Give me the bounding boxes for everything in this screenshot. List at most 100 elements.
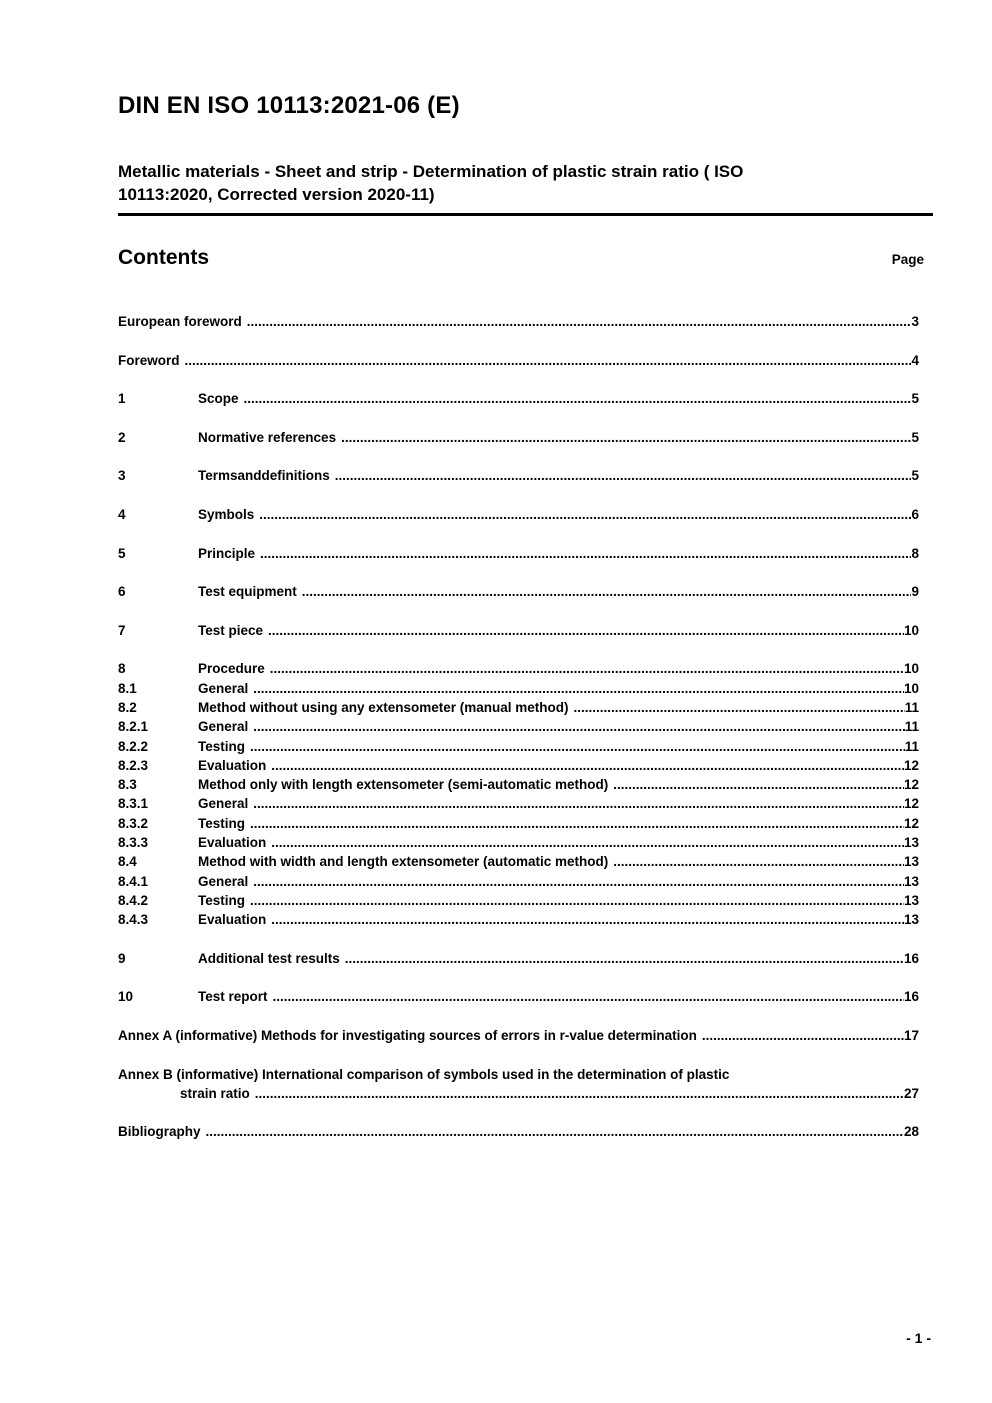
toc-entry-page: 5 bbox=[911, 391, 919, 407]
toc-entry-title: Bibliography bbox=[118, 1124, 201, 1140]
toc-entry: 10 Test report 16 bbox=[118, 987, 919, 1006]
toc-entry-title: Test piece bbox=[198, 622, 264, 638]
toc-entry: 8.3.3 Evaluation 13 bbox=[118, 833, 919, 852]
toc-entry: European foreword 3 bbox=[118, 312, 919, 331]
toc-entry: 4 Symbols 6 bbox=[118, 505, 919, 524]
toc-leader-dots bbox=[250, 814, 904, 833]
toc-entry-number: 8.3.2 bbox=[118, 815, 149, 831]
toc-leader-dots bbox=[268, 621, 904, 640]
toc-entry-number: 8.2.3 bbox=[118, 757, 149, 773]
toc-entry: Bibliography 28 bbox=[118, 1122, 919, 1141]
toc-entry: strain ratio 27 bbox=[118, 1084, 919, 1103]
toc-entry: Annex B (informative) International comp… bbox=[118, 1065, 919, 1084]
toc-entry-number: 4 bbox=[118, 506, 126, 522]
toc-entry-page: 12 bbox=[903, 796, 919, 812]
toc-entry: Annex A (informative) Methods for invest… bbox=[118, 1026, 919, 1045]
toc-entry-title: General bbox=[198, 719, 249, 735]
toc-leader-dots bbox=[574, 698, 905, 717]
contents-header-row: Contents Page bbox=[118, 246, 933, 270]
document-subtitle: Metallic materials - Sheet and strip - D… bbox=[118, 160, 933, 216]
toc-group: Annex A (informative) Methods for invest… bbox=[118, 1026, 919, 1045]
toc-leader-dots bbox=[253, 679, 904, 698]
toc-leader-dots bbox=[247, 312, 912, 331]
toc-entry: 8.1 General 10 bbox=[118, 679, 919, 698]
toc-entry-page: 10 bbox=[903, 661, 919, 677]
toc-entry-number: 8.1 bbox=[118, 680, 137, 696]
toc-entry-title: Symbols bbox=[198, 506, 255, 522]
toc-entry: 8.2.3 Evaluation 12 bbox=[118, 756, 919, 775]
toc-entry: 9 Additional test results 16 bbox=[118, 949, 919, 968]
contents-heading: Contents bbox=[118, 246, 209, 269]
toc-entry-page: 13 bbox=[903, 892, 919, 908]
toc-entry-page: 9 bbox=[911, 584, 919, 600]
toc-leader-dots bbox=[255, 1084, 904, 1103]
toc-entry: 8.2.2 Testing 11 bbox=[118, 737, 919, 756]
toc-entry-title: Principle bbox=[198, 545, 256, 561]
toc-entry-page: 4 bbox=[911, 352, 919, 368]
toc-entry-number: 8.4.3 bbox=[118, 912, 149, 928]
toc-entry-title: Testing bbox=[198, 815, 245, 831]
toc-leader-dots bbox=[259, 505, 911, 524]
toc-entry-number: 6 bbox=[118, 584, 126, 600]
toc-entry: 8.2 Method without using any extensometer… bbox=[118, 698, 919, 717]
toc-entry-page: 10 bbox=[903, 622, 919, 638]
toc-group: 4 Symbols 6 bbox=[118, 505, 919, 524]
toc-group: 7 Test piece 10 bbox=[118, 621, 919, 640]
toc-leader-dots bbox=[206, 1122, 904, 1141]
toc-entry-number: 8.2.1 bbox=[118, 719, 149, 735]
toc-leader-dots bbox=[302, 582, 912, 601]
toc-entry-number: 8.2.2 bbox=[118, 738, 149, 754]
toc-leader-dots bbox=[250, 891, 904, 910]
toc-group: 9 Additional test results 16 bbox=[118, 949, 919, 968]
document-code-title: DIN EN ISO 10113:2021-06 (E) bbox=[118, 92, 460, 119]
toc-entry-page: 12 bbox=[903, 777, 919, 793]
toc-entry-number: 8.3.1 bbox=[118, 796, 149, 812]
toc-entry-title: Testing bbox=[198, 892, 245, 908]
toc-entry-page: 28 bbox=[903, 1124, 919, 1140]
toc-entry: 8.3.1 General 12 bbox=[118, 794, 919, 813]
toc-entry-number: 3 bbox=[118, 468, 126, 484]
toc-entry-page: 13 bbox=[903, 912, 919, 928]
toc-group: 3 Termsanddefinitions 5 bbox=[118, 466, 919, 485]
toc-entry-title: Scope bbox=[198, 391, 239, 407]
toc-entry-number: 2 bbox=[118, 429, 126, 445]
toc-entry-title: General bbox=[198, 680, 249, 696]
toc-leader-dots bbox=[244, 389, 912, 408]
table-of-contents: European foreword 3 Foreword 4 1 Scope 5 2 Norma… bbox=[118, 312, 933, 1142]
toc-group: 10 Test report 16 bbox=[118, 987, 919, 1006]
toc-leader-dots bbox=[253, 872, 904, 891]
toc-entry-number: 8.3 bbox=[118, 777, 137, 793]
toc-entry-title: Method without using any extensometer (m… bbox=[198, 699, 569, 715]
toc-entry-title: Test equipment bbox=[198, 584, 297, 600]
toc-entry-page: 12 bbox=[903, 815, 919, 831]
toc-entry: 6 Test equipment 9 bbox=[118, 582, 919, 601]
toc-entry-title: Additional test results bbox=[198, 950, 340, 966]
toc-entry-page: 16 bbox=[903, 989, 919, 1005]
toc-leader-dots bbox=[613, 775, 904, 794]
toc-entry-page: 10 bbox=[903, 680, 919, 696]
toc-entry: 5 Principle 8 bbox=[118, 544, 919, 563]
toc-entry-page: 27 bbox=[903, 1085, 919, 1101]
toc-leader-dots bbox=[253, 717, 904, 736]
toc-entry-number: 1 bbox=[118, 391, 126, 407]
toc-entry-page: 11 bbox=[904, 719, 919, 735]
toc-entry-page: 12 bbox=[903, 757, 919, 773]
toc-entry: 8.4.3 Evaluation 13 bbox=[118, 910, 919, 929]
toc-entry: 8.4.2 Testing 13 bbox=[118, 891, 919, 910]
toc-entry-title: Foreword bbox=[118, 352, 180, 368]
toc-entry-title: Annex A (informative) Methods for invest… bbox=[118, 1027, 697, 1043]
toc-entry-page: 11 bbox=[904, 738, 919, 754]
toc-entry-title: Method only with length extensometer (se… bbox=[198, 777, 609, 793]
toc-entry-page: 17 bbox=[903, 1027, 919, 1043]
toc-entry-number: 8.3.3 bbox=[118, 835, 149, 851]
toc-group: 5 Principle 8 bbox=[118, 544, 919, 563]
toc-entry-title: strain ratio bbox=[180, 1085, 250, 1101]
toc-leader-dots bbox=[271, 833, 904, 852]
toc-entry: 8.3 Method only with length extensometer … bbox=[118, 775, 919, 794]
toc-group: 8 Procedure 10 8.1 General 10 8.2 Method withou… bbox=[118, 659, 919, 929]
toc-entry-page: 11 bbox=[904, 699, 919, 715]
toc-leader-dots bbox=[613, 852, 904, 871]
toc-entry: 8.3.2 Testing 12 bbox=[118, 814, 919, 833]
toc-group: 1 Scope 5 bbox=[118, 389, 919, 408]
